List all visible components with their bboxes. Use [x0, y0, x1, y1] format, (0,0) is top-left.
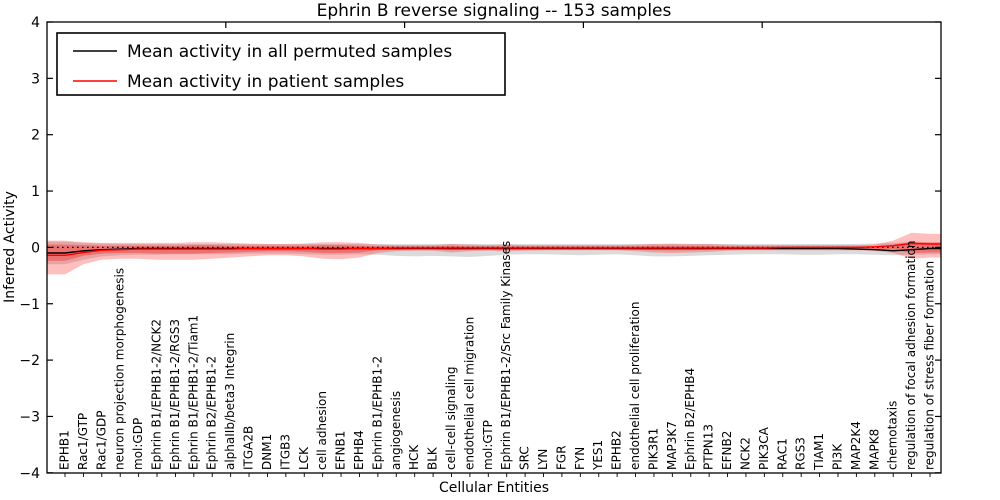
x-tick-label: endothelial cell migration — [462, 317, 476, 470]
x-tick-label: SRC — [518, 446, 532, 470]
y-tick-label: −2 — [19, 353, 40, 369]
x-tick-label: mol:GDP — [131, 418, 145, 470]
x-tick-label: EPHB1 — [58, 430, 72, 470]
x-tick-label: FGR — [554, 445, 568, 470]
x-tick-label: cell-cell signaling — [444, 367, 458, 471]
x-tick-label: HCK — [407, 444, 421, 470]
x-tick-label: EPHB4 — [352, 430, 366, 470]
x-tick-label: LCK — [297, 446, 311, 470]
x-tick-label: NCK2 — [739, 437, 753, 470]
y-tick-label: 2 — [31, 128, 40, 144]
x-tick-label: Ephrin B1/EPHB1-2/Src Family Kinases — [499, 241, 513, 470]
y-tick-label: −3 — [19, 409, 40, 425]
x-tick-label: mol:GTP — [481, 420, 495, 470]
chart-title: Ephrin B reverse signaling -- 153 sample… — [317, 1, 672, 21]
x-tick-label: Ephrin B2/EPHB4 — [683, 368, 697, 470]
x-tick-label: EFNB2 — [720, 431, 734, 470]
x-tick-label: PTPN13 — [702, 424, 716, 470]
x-tick-label: Rac1/GDP — [94, 411, 108, 470]
y-tick-label: 1 — [31, 184, 40, 200]
legend: Mean activity in all permuted samples Me… — [56, 32, 506, 96]
x-tick-label: neuron projection morphogenesis — [113, 268, 127, 470]
plot-layers: 4 3 2 1 0 −1 −2 −3 −4 EPHB1 Rac1/GTP Rac1/GDP neuron… — [19, 15, 942, 482]
x-tick-label: alphaIIb/beta3 Integrin — [223, 333, 237, 470]
legend-label-patient: Mean activity in patient samples — [127, 72, 404, 92]
band-patient-range-inner — [47, 241, 941, 261]
x-tick-label: Ephrin B1/EPHB1-2/RGS3 — [168, 319, 182, 470]
y-axis-label: Inferred Activity — [2, 191, 18, 303]
x-tick-label: angiogenesis — [389, 391, 403, 470]
x-tick-label: Rac1/GTP — [76, 413, 90, 470]
y-tick-label: 3 — [31, 71, 40, 87]
legend-box — [56, 32, 506, 96]
x-tick-label: LYN — [536, 449, 550, 470]
x-tick-label: endothelial cell proliferation — [628, 302, 642, 470]
y-tick-label: 0 — [31, 240, 40, 256]
x-axis-label: Cellular Entities — [439, 480, 549, 496]
x-tick-label: Ephrin B1/EPHB1-2 — [370, 356, 384, 470]
x-tick-label: FYN — [573, 447, 587, 470]
x-tick-label: YES1 — [591, 440, 605, 471]
x-tick-label: TIAM1 — [812, 433, 826, 471]
x-tick-label: MAPK8 — [867, 429, 881, 470]
line-patient-mean — [47, 242, 941, 257]
x-tick-label: RGS3 — [794, 437, 808, 470]
x-tick-label: PIK3R1 — [646, 428, 660, 470]
x-tick-label: RAC1 — [775, 438, 789, 470]
x-tick-label: PI3K — [831, 443, 845, 470]
x-tick-label: cell adhesion — [315, 391, 329, 470]
legend-label-permuted: Mean activity in all permuted samples — [127, 42, 452, 62]
x-tick-label: ITGA2B — [242, 426, 256, 470]
x-tick-label: regulation of stress fiber formation — [923, 261, 937, 470]
y-tick-label: −1 — [19, 297, 40, 313]
x-tick-label: DNM1 — [260, 434, 274, 470]
band-patient-range-outer — [47, 232, 941, 275]
x-tick-label: Ephrin B1/EPHB1-2/NCK2 — [150, 319, 164, 470]
x-tick-label: EPHB2 — [610, 430, 624, 470]
x-tick-label: Ephrin B1/EPHB1-2/Tiam1 — [186, 315, 200, 470]
y-tick-label: −4 — [19, 466, 40, 482]
x-tick-label: ITGB3 — [278, 434, 292, 470]
x-tick-label: MAP2K4 — [849, 421, 863, 470]
x-tick-label: chemotaxis — [886, 401, 900, 470]
x-tick-label: regulation of focal adhesion formation — [904, 241, 918, 470]
x-tick-label: Ephrin B2/EPHB1-2 — [205, 356, 219, 470]
x-tick-label: MAP3K7 — [665, 421, 679, 470]
x-tick-label: BLK — [426, 446, 440, 470]
x-tick-label: EFNB1 — [334, 431, 348, 470]
y-tick-label: 4 — [31, 15, 40, 31]
x-tick-label: PIK3CA — [757, 426, 771, 470]
